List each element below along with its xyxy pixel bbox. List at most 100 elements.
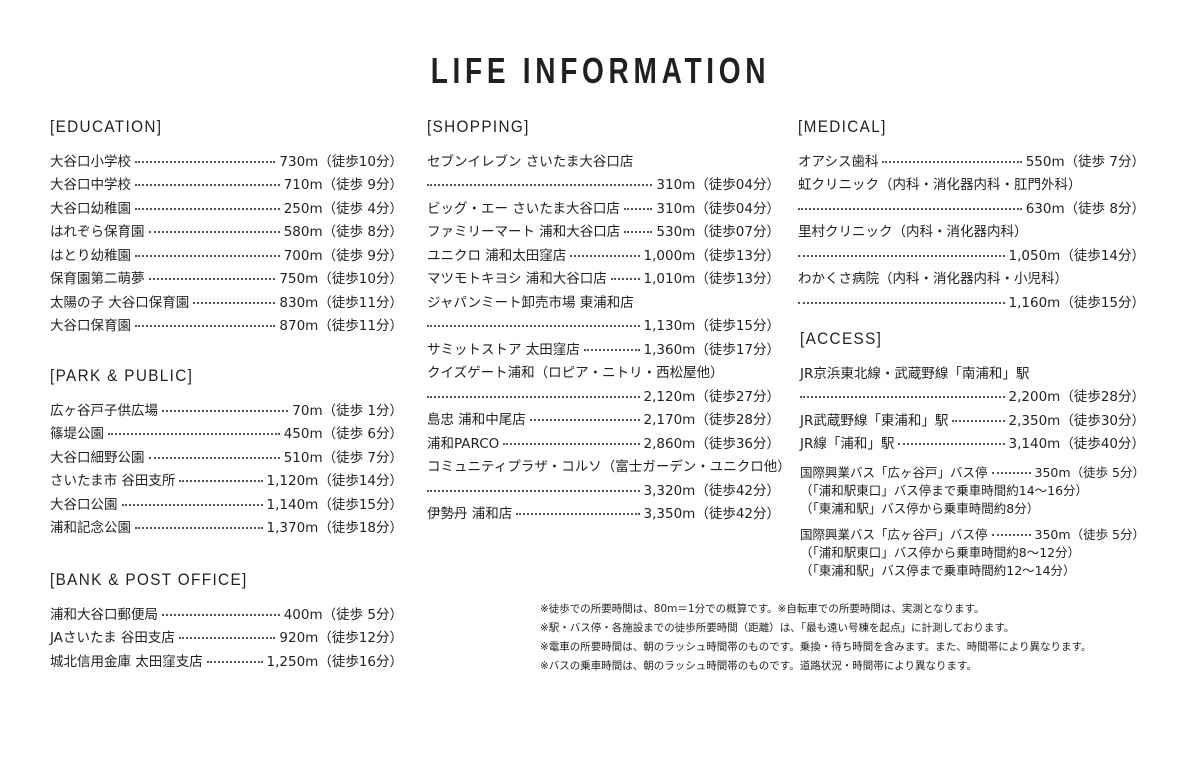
distance-value: 580m（徒歩 8分） <box>283 224 403 241</box>
list-item: 国際興業バス「広ヶ谷戸」バス停 350m（徒歩 5分） <box>800 462 1145 480</box>
facility-name: （「浦和駅東口」バス停まで乗車時間約14〜16分） <box>800 482 1089 498</box>
list-item: 浦和PARCO 2,860m（徒歩36分） <box>427 430 780 454</box>
list-item: コミュニティプラザ・コルソ（富士ガーデン・ユニクロ他） <box>427 454 791 478</box>
dotted-leader <box>623 207 653 210</box>
list-item: はれぞら保育園 580m（徒歩 8分） <box>50 219 403 243</box>
facility-name: （「東浦和駅」バス停から乗車時間約8分） <box>800 500 1040 516</box>
distance-value: 310m（徒歩04分） <box>656 200 780 217</box>
dotted-leader <box>135 207 280 210</box>
facility-name: （「浦和駅東口」バス停から乗車時間約8〜12分） <box>800 544 1081 560</box>
facility-name: 大谷口細野公園 <box>50 449 145 466</box>
dotted-leader <box>148 278 276 281</box>
footnote: ※駅・バス停・各施設までの徒歩所要時間（距離）は、「最も遠い号棟を起点」に計測し… <box>540 622 1015 634</box>
distance-value: 3,350m（徒歩42分） <box>643 506 780 523</box>
list-item: 虹クリニック（内科・消化器内科・肛門外科） <box>798 172 1145 196</box>
list-item: 2,200m（徒歩28分） <box>800 384 1145 408</box>
list-item: 太陽の子 大谷口保育園 830m（徒歩11分） <box>50 289 403 313</box>
distance-value: 1,370m（徒歩18分） <box>266 520 403 537</box>
facility-name: 虹クリニック（内科・消化器内科・肛門外科） <box>798 177 1082 194</box>
facility-name: ビッグ・エー さいたま大谷口店 <box>427 200 620 217</box>
facility-name: オアシス歯科 <box>798 153 879 170</box>
dotted-leader <box>798 207 1022 210</box>
list-item: （「東浦和駅」バス停まで乗車時間約12〜14分） <box>800 560 1145 578</box>
facility-name: コミュニティプラザ・コルソ（富士ガーデン・ユニクロ他） <box>427 459 791 476</box>
dotted-leader <box>610 278 640 281</box>
facility-name: 伊勢丹 浦和店 <box>427 506 513 523</box>
dotted-leader <box>121 503 263 506</box>
dotted-leader <box>148 456 280 459</box>
distance-value: 630m（徒歩 8分） <box>1025 200 1145 217</box>
list-item: クイズゲート浦和（ロピア・ニトリ・西松屋他） <box>427 360 780 384</box>
section-heading: [BANK & POST OFFICE] <box>50 570 248 589</box>
distance-value: 3,320m（徒歩42分） <box>643 482 780 499</box>
info-list: JR京浜東北線・武蔵野線「南浦和」駅 2,200m（徒歩28分） JR武蔵野線「東浦… <box>800 360 1145 454</box>
dotted-leader <box>193 301 276 304</box>
distance-value: 250m（徒歩 4分） <box>283 200 403 217</box>
list-item: 3,320m（徒歩42分） <box>427 477 780 501</box>
list-item: JR京浜東北線・武蔵野線「南浦和」駅 <box>800 360 1145 384</box>
distance-value: 730m（徒歩10分） <box>279 153 403 170</box>
distance-value: 310m（徒歩04分） <box>656 177 780 194</box>
facility-name: 保育園第二萌夢 <box>50 271 145 288</box>
distance-value: 1,360m（徒歩17分） <box>643 341 780 358</box>
list-item: 保育園第二萌夢 750m（徒歩10分） <box>50 266 403 290</box>
list-item: 大谷口公園 1,140m（徒歩15分） <box>50 491 403 515</box>
dotted-leader <box>135 527 263 530</box>
dotted-leader <box>516 513 640 516</box>
facility-name: （「東浦和駅」バス停まで乗車時間約12〜14分） <box>800 562 1076 578</box>
distance-value: 750m（徒歩10分） <box>279 271 403 288</box>
facility-name: 大谷口小学校 <box>50 153 131 170</box>
section-heading: [PARK & PUBLIC] <box>50 366 194 385</box>
list-item: 2,120m（徒歩27分） <box>427 383 780 407</box>
list-item: （「浦和駅東口」バス停から乗車時間約8〜12分） <box>800 542 1145 560</box>
dotted-leader <box>529 419 640 422</box>
dotted-leader <box>135 184 280 187</box>
list-item: さいたま市 谷田支所 1,120m（徒歩14分） <box>50 468 403 492</box>
facility-name: 浦和記念公園 <box>50 520 131 537</box>
distance-value: 400m（徒歩 5分） <box>283 606 403 623</box>
list-item: マツモトキヨシ 浦和大谷口店 1,010m（徒歩13分） <box>427 266 780 290</box>
facility-name: サミットストア 太田窪店 <box>427 341 580 358</box>
footnotes: ※徒歩での所要時間は、80m＝1分での概算です。※自転車での所要時間は、実測とな… <box>540 600 1091 676</box>
facility-name: JAさいたま 谷田支店 <box>50 630 175 647</box>
facility-name: 国際興業バス「広ヶ谷戸」バス停 <box>800 464 988 480</box>
list-item: ビッグ・エー さいたま大谷口店 310m（徒歩04分） <box>427 195 780 219</box>
list-item: 310m（徒歩04分） <box>427 172 780 196</box>
facility-name: 篠堤公園 <box>50 426 104 443</box>
list-item: 広ヶ谷戸子供広場 70m（徒歩 1分） <box>50 397 403 421</box>
education-section: [EDUCATION] 大谷口小学校 730m（徒歩10分） 大谷口中学校 710m（… <box>50 115 403 336</box>
list-item: 1,050m（徒歩14分） <box>798 242 1145 266</box>
facility-name: JR京浜東北線・武蔵野線「南浦和」駅 <box>800 365 1030 382</box>
list-item: 大谷口幼稚園 250m（徒歩 4分） <box>50 195 403 219</box>
footnote: ※徒歩での所要時間は、80m＝1分での概算です。※自転車での所要時間は、実測とな… <box>540 603 985 615</box>
list-item: 伊勢丹 浦和店 3,350m（徒歩42分） <box>427 501 780 525</box>
list-item: 1,160m（徒歩15分） <box>798 289 1145 313</box>
dotted-leader <box>952 419 1005 422</box>
distance-value: 350m（徒歩 5分） <box>1034 526 1145 542</box>
list-item: （「東浦和駅」バス停から乗車時間約8分） <box>800 498 1145 516</box>
dotted-leader <box>148 231 280 234</box>
list-item: 浦和記念公園 1,370m（徒歩18分） <box>50 515 403 539</box>
list-item: 国際興業バス「広ヶ谷戸」バス停 350m（徒歩 5分） <box>800 524 1145 542</box>
list-item: 大谷口細野公園 510m（徒歩 7分） <box>50 444 403 468</box>
dotted-leader <box>135 160 276 163</box>
distance-value: 2,170m（徒歩28分） <box>643 412 780 429</box>
dotted-leader <box>108 433 280 436</box>
bank-section: [BANK & POST OFFICE] 浦和大谷口郵便局 400m（徒歩 5分）… <box>50 568 403 672</box>
section-heading: [SHOPPING] <box>427 117 530 136</box>
distance-value: 1,130m（徒歩15分） <box>643 318 780 335</box>
distance-value: 350m（徒歩 5分） <box>1034 464 1145 480</box>
list-item: オアシス歯科 550m（徒歩 7分） <box>798 148 1145 172</box>
dotted-leader <box>583 348 640 351</box>
facility-name: 国際興業バス「広ヶ谷戸」バス停 <box>800 526 988 542</box>
dotted-leader <box>162 409 289 412</box>
distance-value: 2,120m（徒歩27分） <box>643 388 780 405</box>
list-item: 大谷口小学校 730m（徒歩10分） <box>50 148 403 172</box>
facility-name: 城北信用金庫 太田窪支店 <box>50 653 203 670</box>
distance-value: 710m（徒歩 9分） <box>283 177 403 194</box>
list-item: 1,130m（徒歩15分） <box>427 313 780 337</box>
dotted-leader <box>798 254 1005 257</box>
dotted-leader <box>178 637 276 640</box>
facility-name: JR線「浦和」駅 <box>800 436 895 453</box>
dotted-leader <box>991 534 1031 536</box>
